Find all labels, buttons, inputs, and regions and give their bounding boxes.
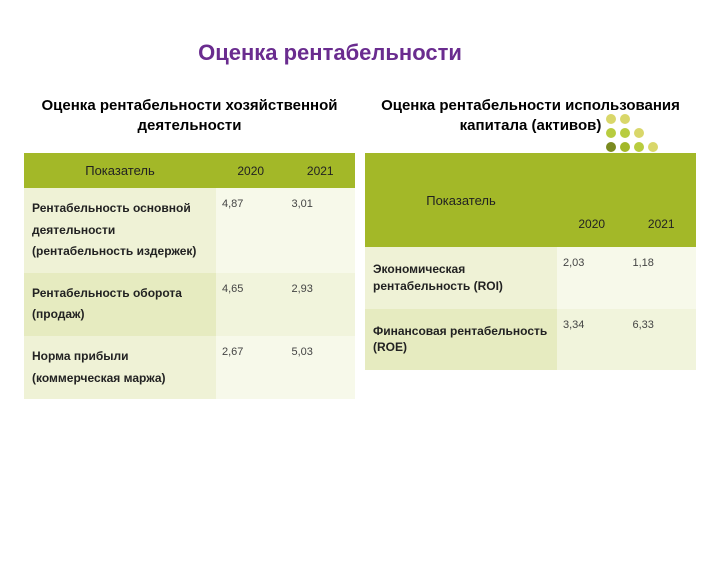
- right-years-top: [557, 153, 696, 201]
- left-year-0: 2020: [216, 153, 286, 188]
- cell-value: 3,01: [285, 188, 355, 273]
- left-column: Оценка рентабельности хозяйственной деят…: [24, 96, 355, 399]
- indicator-label: Экономическая рентабельность (ROI): [365, 247, 557, 309]
- cell-value: 1,18: [626, 247, 696, 309]
- indicator-label: Норма прибыли (коммерческая маржа): [24, 336, 216, 399]
- left-indicator-header: Показатель: [24, 153, 216, 188]
- table-row: Норма прибыли (коммерческая маржа) 2,67 …: [24, 336, 355, 399]
- right-year-1: 2021: [626, 201, 696, 247]
- slide-title: Оценка рентабельности: [0, 40, 720, 66]
- cell-value: 4,65: [216, 273, 286, 336]
- table-row: Финансовая рентабельность (ROE) 3,34 6,3…: [365, 309, 696, 371]
- right-indicator-header: Показатель: [365, 153, 557, 247]
- indicator-label: Финансовая рентабельность (ROE): [365, 309, 557, 371]
- left-year-1: 2021: [285, 153, 355, 188]
- indicator-label: Рентабельность оборота (продаж): [24, 273, 216, 336]
- left-table-title: Оценка рентабельности хозяйственной деят…: [24, 96, 355, 135]
- cell-value: 2,03: [557, 247, 627, 309]
- cell-value: 5,03: [285, 336, 355, 399]
- cell-value: 6,33: [626, 309, 696, 371]
- decoration-dots: [606, 100, 660, 154]
- cell-value: 3,34: [557, 309, 627, 371]
- left-table: Показатель 2020 2021 Рентабельность осно…: [24, 153, 355, 399]
- cell-value: 4,87: [216, 188, 286, 273]
- right-table: Показатель 2020 2021 Экономическая рента…: [365, 153, 696, 370]
- cell-value: 2,67: [216, 336, 286, 399]
- table-row: Рентабельность оборота (продаж) 4,65 2,9…: [24, 273, 355, 336]
- right-year-0: 2020: [557, 201, 627, 247]
- table-row: Экономическая рентабельность (ROI) 2,03 …: [365, 247, 696, 309]
- indicator-label: Рентабельность основной деятельности (ре…: [24, 188, 216, 273]
- content-area: Оценка рентабельности хозяйственной деят…: [24, 96, 696, 399]
- table-row: Рентабельность основной деятельности (ре…: [24, 188, 355, 273]
- cell-value: 2,93: [285, 273, 355, 336]
